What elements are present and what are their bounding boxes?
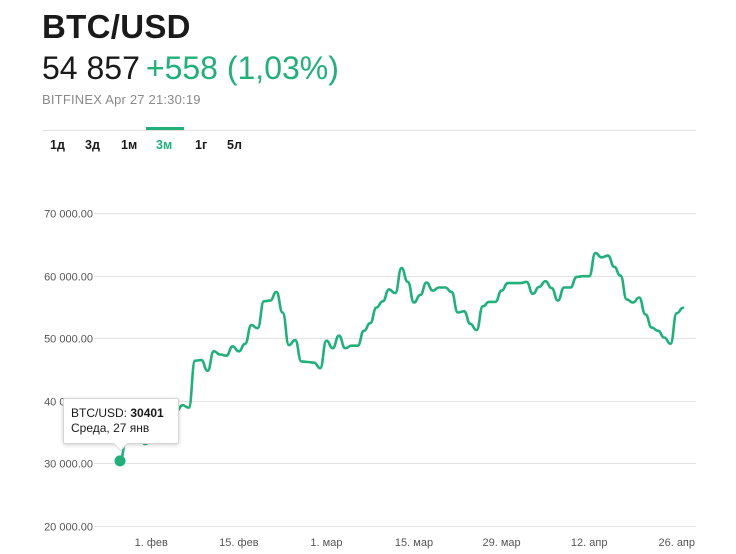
quote-header: BTC/USD 54 857 +558 (1,03%) BITFINEX Apr … [42,8,339,108]
tooltip-value: 30401 [130,406,164,420]
instrument-title: BTC/USD [42,8,191,45]
x-tick-label: 15. мар [395,537,433,549]
y-tick-label: 30 000.00 [44,459,93,471]
x-tick-label: 15. фев [219,537,259,549]
x-axis-labels: 1. фев 15. фев 1. мар 15. мар 29. мар 12. апр… [135,537,695,549]
y-tick-label: 70 000.00 [44,209,93,221]
x-tick-label: 26. апр [658,537,695,549]
last-price: 54 857 [42,50,140,86]
tab-5y[interactable]: 5л [227,138,242,152]
tab-1m[interactable]: 1м [121,138,138,152]
tabs-divider [42,130,696,131]
active-tab-indicator [146,127,184,130]
price-row: 54 857 +558 (1,03%) [42,50,339,86]
tab-3m[interactable]: 3м [156,138,173,152]
y-tick-label: 50 000.00 [44,334,93,346]
tooltip-series-label: BTC/USD: [71,406,128,420]
x-tick-label: 12. апр [571,537,608,549]
tab-1y[interactable]: 1г [195,138,208,152]
tab-3d[interactable]: 3д [85,138,100,152]
marker-layer [114,455,126,467]
x-tick-label: 1. фев [135,537,168,549]
highlight-point[interactable] [114,455,126,467]
series-layer [118,251,685,463]
y-tick-label: 60 000.00 [44,272,93,284]
price-change: +558 (1,03%) [145,50,339,86]
tooltip-date: Среда, 27 янв [71,421,150,435]
btc-price-line [118,251,685,463]
x-tick-label: 29. мар [483,537,521,549]
x-tick-label: 1. мар [310,537,342,549]
y-tick-label: 20 000.00 [44,522,93,534]
quote-source-timestamp: BITFINEX Apr 27 21:30:19 [42,92,201,107]
chart-grid [94,213,696,527]
tab-1d[interactable]: 1д [50,138,65,152]
